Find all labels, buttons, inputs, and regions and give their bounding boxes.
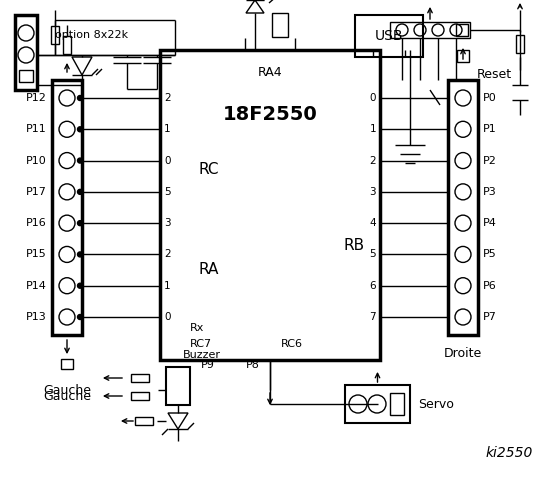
Circle shape xyxy=(77,127,82,132)
Text: 5: 5 xyxy=(369,250,376,259)
Text: 1: 1 xyxy=(164,124,171,134)
Bar xyxy=(135,417,153,425)
Text: P14: P14 xyxy=(26,281,47,291)
Bar xyxy=(448,80,478,335)
Text: P11: P11 xyxy=(26,124,47,134)
Bar xyxy=(390,22,470,38)
Text: ki2550: ki2550 xyxy=(486,446,533,460)
Text: 2: 2 xyxy=(164,93,171,103)
Text: RB: RB xyxy=(344,238,365,252)
Bar xyxy=(516,35,524,53)
Circle shape xyxy=(77,252,82,257)
Text: RC: RC xyxy=(198,163,218,178)
Bar xyxy=(272,13,288,37)
Bar xyxy=(456,24,468,36)
Text: Gauche: Gauche xyxy=(43,390,91,403)
Text: 1: 1 xyxy=(164,281,171,291)
Text: P6: P6 xyxy=(483,281,497,291)
Circle shape xyxy=(77,283,82,288)
Text: 2: 2 xyxy=(369,156,376,166)
Bar xyxy=(345,385,410,423)
Text: 5: 5 xyxy=(164,187,171,197)
Text: P16: P16 xyxy=(26,218,47,228)
Text: RA4: RA4 xyxy=(258,65,283,79)
Bar xyxy=(457,50,469,62)
Text: P17: P17 xyxy=(26,187,47,197)
Text: Gauche: Gauche xyxy=(43,384,91,396)
Text: P8: P8 xyxy=(246,360,260,370)
Text: 0: 0 xyxy=(164,312,170,322)
Text: RC7: RC7 xyxy=(190,339,212,349)
Bar xyxy=(15,15,37,90)
Text: 3: 3 xyxy=(369,187,376,197)
Circle shape xyxy=(77,189,82,194)
Bar xyxy=(160,50,380,360)
Text: option 8x22k: option 8x22k xyxy=(55,30,128,40)
Text: P2: P2 xyxy=(483,156,497,166)
Text: P13: P13 xyxy=(26,312,47,322)
Text: Reset: Reset xyxy=(477,69,512,82)
Text: Rx: Rx xyxy=(190,323,205,333)
Bar xyxy=(355,15,423,57)
Text: 0: 0 xyxy=(164,156,170,166)
Text: P7: P7 xyxy=(483,312,497,322)
Text: RC6: RC6 xyxy=(281,339,303,349)
Text: 3: 3 xyxy=(164,218,171,228)
Text: 18F2550: 18F2550 xyxy=(223,106,317,124)
Text: P0: P0 xyxy=(483,93,497,103)
Text: P3: P3 xyxy=(483,187,497,197)
Text: 2: 2 xyxy=(164,250,171,259)
Text: 6: 6 xyxy=(369,281,376,291)
Text: 1: 1 xyxy=(369,124,376,134)
Text: USB: USB xyxy=(375,29,403,43)
Text: P4: P4 xyxy=(483,218,497,228)
Text: 0: 0 xyxy=(369,93,376,103)
Circle shape xyxy=(77,158,82,163)
Bar xyxy=(19,70,33,82)
Bar xyxy=(63,36,71,54)
Bar xyxy=(166,367,190,405)
Bar xyxy=(52,80,82,335)
Text: P5: P5 xyxy=(483,250,497,259)
Circle shape xyxy=(77,221,82,226)
Text: P9: P9 xyxy=(201,360,215,370)
Text: P12: P12 xyxy=(26,93,47,103)
Text: Buzzer: Buzzer xyxy=(183,350,221,360)
Bar xyxy=(51,26,59,44)
Text: Servo: Servo xyxy=(418,397,454,410)
Bar xyxy=(131,392,149,400)
Text: P1: P1 xyxy=(483,124,497,134)
Text: P15: P15 xyxy=(26,250,47,259)
Text: 7: 7 xyxy=(369,312,376,322)
Text: Droite: Droite xyxy=(444,347,482,360)
Circle shape xyxy=(77,314,82,320)
Text: RA: RA xyxy=(198,263,218,277)
Circle shape xyxy=(77,96,82,100)
Bar xyxy=(390,393,404,415)
Text: P10: P10 xyxy=(26,156,47,166)
Bar xyxy=(131,374,149,382)
Bar xyxy=(61,359,73,369)
Text: 4: 4 xyxy=(369,218,376,228)
